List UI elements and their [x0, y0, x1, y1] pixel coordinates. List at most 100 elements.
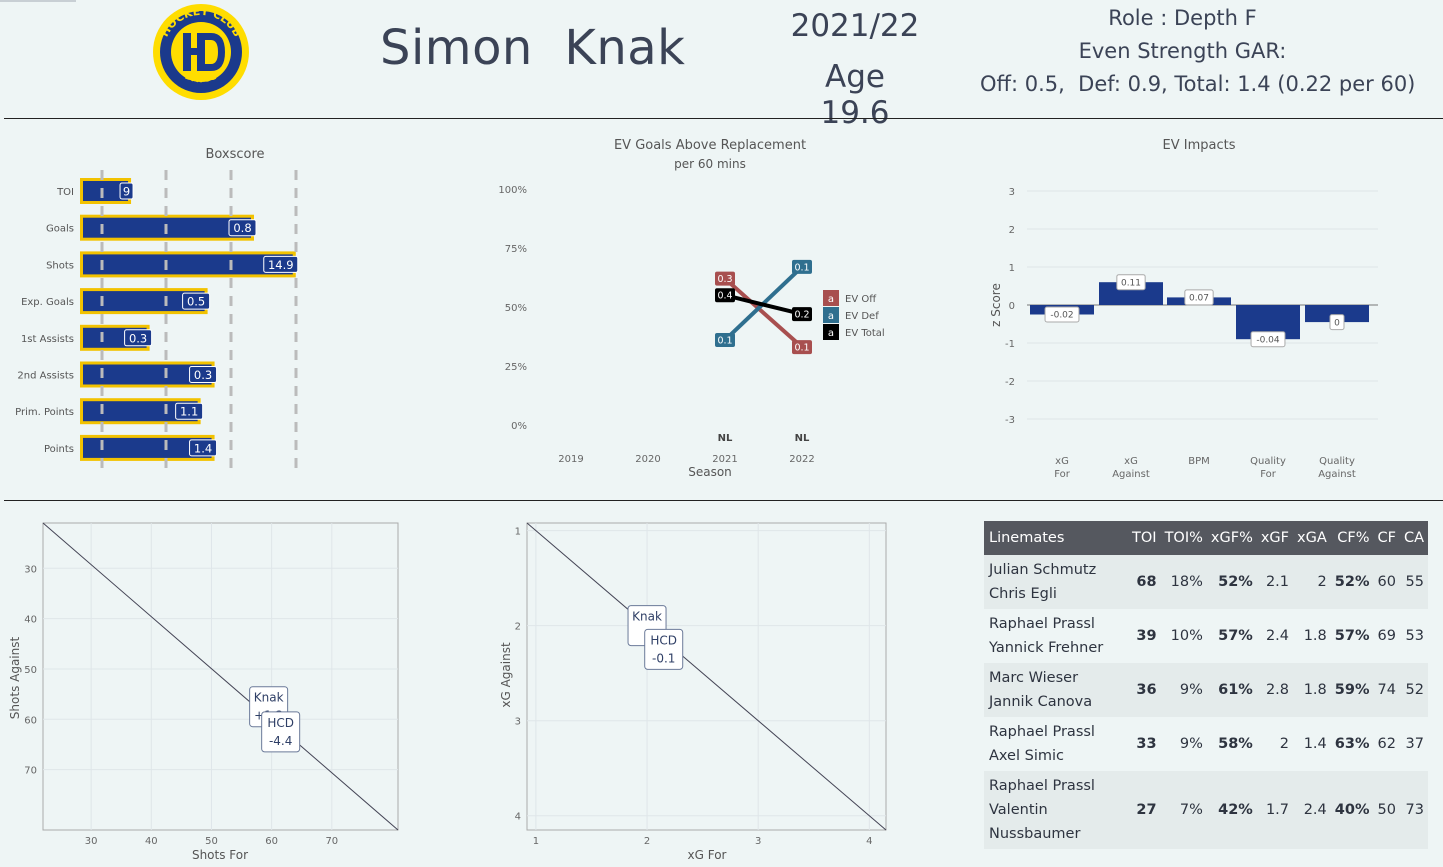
- linemates-cell-cf: 50: [1373, 771, 1400, 849]
- linemates-cell-toi: 33: [1128, 717, 1161, 771]
- ev-impacts-value-label-group: 0.07: [1184, 289, 1214, 306]
- ev-gar-legend-key-letter: a: [828, 311, 834, 322]
- linemate-name: Valentin: [989, 802, 1048, 818]
- xg-ytick: 2: [515, 622, 521, 633]
- linemates-cell-toi-pct: 10%: [1160, 609, 1207, 663]
- shots-ytick: 70: [24, 766, 37, 777]
- ev-impacts-bar: [1305, 305, 1369, 323]
- ev-impacts-category-label: xG: [1124, 456, 1138, 467]
- boxscore-value-box: [119, 182, 134, 200]
- col-cf-pct: CF%: [1330, 521, 1374, 555]
- linemates-cell-cf-pct: 63%: [1330, 717, 1374, 771]
- ev-gar-ytick: 50%: [505, 303, 527, 314]
- boxscore-category-label: Exp. Goals: [21, 297, 74, 308]
- boxscore-value-box: [228, 219, 257, 237]
- linemates-cell-xgf-pct: 57%: [1206, 609, 1257, 663]
- ev-impacts-value-label: 0.11: [1121, 278, 1141, 288]
- ev-impacts-ytick: 3: [1009, 187, 1015, 198]
- xg-point-name: Knak: [632, 610, 662, 624]
- linemate-name: Raphael Prassl: [989, 724, 1095, 740]
- linemates-cell-xga: 2.4: [1293, 771, 1331, 849]
- ev-impacts-ytick: -2: [1005, 377, 1015, 388]
- shots-point-label-group: HCD -4.4: [261, 711, 301, 753]
- linemates-cell-xgf-pct: 52%: [1206, 555, 1257, 609]
- boxscore-value-box: [189, 439, 218, 457]
- shots-point-name: HCD: [267, 716, 294, 730]
- ev-impacts-value-label-group: -0.04: [1250, 331, 1286, 348]
- boxscore-title: Boxscore: [205, 147, 264, 162]
- ev-impacts-category-label: For: [1054, 469, 1071, 480]
- gar-values: Off: 0.5, Def: 0.9, Total: 1.4 (0.22 per…: [980, 72, 1416, 96]
- ev-gar-series-line: [724, 293, 803, 317]
- xg-xlabel: xG For: [688, 848, 727, 862]
- boxscore-value-label: 14.9: [268, 258, 294, 272]
- linemates-cell-toi-pct: 18%: [1160, 555, 1207, 609]
- shots-diagonal: [42, 522, 399, 831]
- linemates-cell-toi-pct: 7%: [1160, 771, 1207, 849]
- boxscore-bar: [83, 364, 212, 385]
- linemates-cell-xgf: 2.8: [1256, 663, 1294, 717]
- linemates-cell-xga: 1.8: [1293, 663, 1331, 717]
- linemates-cell-cf: 74: [1373, 663, 1400, 717]
- linemates-names: Raphael Prassl Yannick Frehner: [984, 609, 1129, 663]
- ev-impacts-value-label-box: [1044, 306, 1080, 323]
- linemates-cell-cf: 69: [1373, 609, 1400, 663]
- ev-gar-point-box: [792, 259, 812, 274]
- ev-impacts-value-label-group: -0.02: [1044, 306, 1080, 323]
- linemates-cell-xgf: 2: [1256, 717, 1294, 771]
- shots-ytick: 30: [24, 564, 37, 575]
- boxscore-value-box: [182, 292, 211, 310]
- ev-impacts-category-label: BPM: [1188, 456, 1210, 467]
- ev-gar-subtitle: per 60 mins: [674, 157, 746, 171]
- ev-impacts-category-label: For: [1260, 469, 1277, 480]
- boxscore-value-box: [263, 255, 299, 273]
- ev-gar-xtick: 2019: [558, 454, 583, 465]
- boxscore-bar: [83, 437, 212, 458]
- xg-ylabel: xG Against: [499, 642, 513, 708]
- boxscore-value-box: [124, 329, 153, 347]
- shots-point-value: -4.4: [269, 734, 292, 748]
- boxscore-value-label: 1.4: [194, 441, 212, 455]
- ev-impacts-value-label: 0: [1334, 318, 1340, 328]
- xg-xtick: 2: [644, 836, 650, 847]
- linemates-cell-ca: 52: [1399, 663, 1428, 717]
- ev-impacts-value-label: -0.04: [1256, 335, 1280, 345]
- xg-xtick: 3: [755, 836, 761, 847]
- xg-point-label-group: HCD -0.1: [644, 628, 684, 670]
- ev-gar-point-label: 0.1: [794, 262, 809, 273]
- col-toi-pct: TOI%: [1160, 521, 1207, 555]
- ev-impacts-category-label: xG: [1055, 456, 1069, 467]
- linemate-name: Axel Simic: [989, 748, 1064, 764]
- linemate-name: Nussbaumer: [989, 826, 1081, 842]
- boxscore-category-label: Shots: [46, 260, 74, 271]
- role-label: Role : Depth F: [1108, 6, 1257, 30]
- linemate-name: Yannick Frehner: [989, 640, 1104, 656]
- shots-xtick: 60: [265, 836, 278, 847]
- ev-impacts-ytick: 1: [1009, 263, 1015, 274]
- boxscore-value-label: 0.3: [194, 368, 212, 382]
- ev-gar-ytick: 25%: [505, 362, 527, 373]
- boxscore-bar: [83, 254, 293, 275]
- linemate-name: Raphael Prassl: [989, 616, 1095, 632]
- shots-scatter: Shots For Shots Against 30 40 50 60 70 30 40 50…: [8, 522, 399, 862]
- ev-gar-chart: EV Goals Above Replacement per 60 mins S…: [498, 138, 884, 479]
- ev-gar-xtick: 2020: [635, 454, 660, 465]
- xg-ytick: 1: [515, 527, 521, 538]
- boxscore-chart: Boxscore TOI Goals Shots Exp. Goals 1st Assi…: [15, 147, 299, 468]
- boxscore-category-label: Points: [44, 444, 74, 455]
- ev-impacts-value-label-box: [1116, 274, 1146, 291]
- linemates-names: Marc Wieser Jannik Canova: [984, 663, 1129, 717]
- shots-xtick: 70: [325, 836, 338, 847]
- linemates-names: Raphael Prassl Valentin Nussbaumer: [984, 771, 1129, 849]
- ev-gar-point-label: 0.3: [717, 274, 732, 285]
- boxscore-value-label: 0.8: [233, 221, 251, 235]
- linemates-row: Marc Wieser Jannik Canova 36 9% 61% 2.8 1.8 59%…: [984, 663, 1428, 717]
- linemate-name: Chris Egli: [989, 586, 1057, 602]
- linemates-cell-ca: 73: [1399, 771, 1428, 849]
- ev-gar-legend-key-letter: a: [828, 328, 834, 339]
- gar-label: Even Strength GAR:: [1078, 39, 1287, 63]
- xg-point-value: -0.1: [652, 651, 675, 665]
- linemates-cell-toi: 39: [1128, 609, 1161, 663]
- team-logo: HOCKEY CLUB DAVOS HD: [150, 3, 252, 101]
- ev-gar-xtick: 2021: [712, 454, 737, 465]
